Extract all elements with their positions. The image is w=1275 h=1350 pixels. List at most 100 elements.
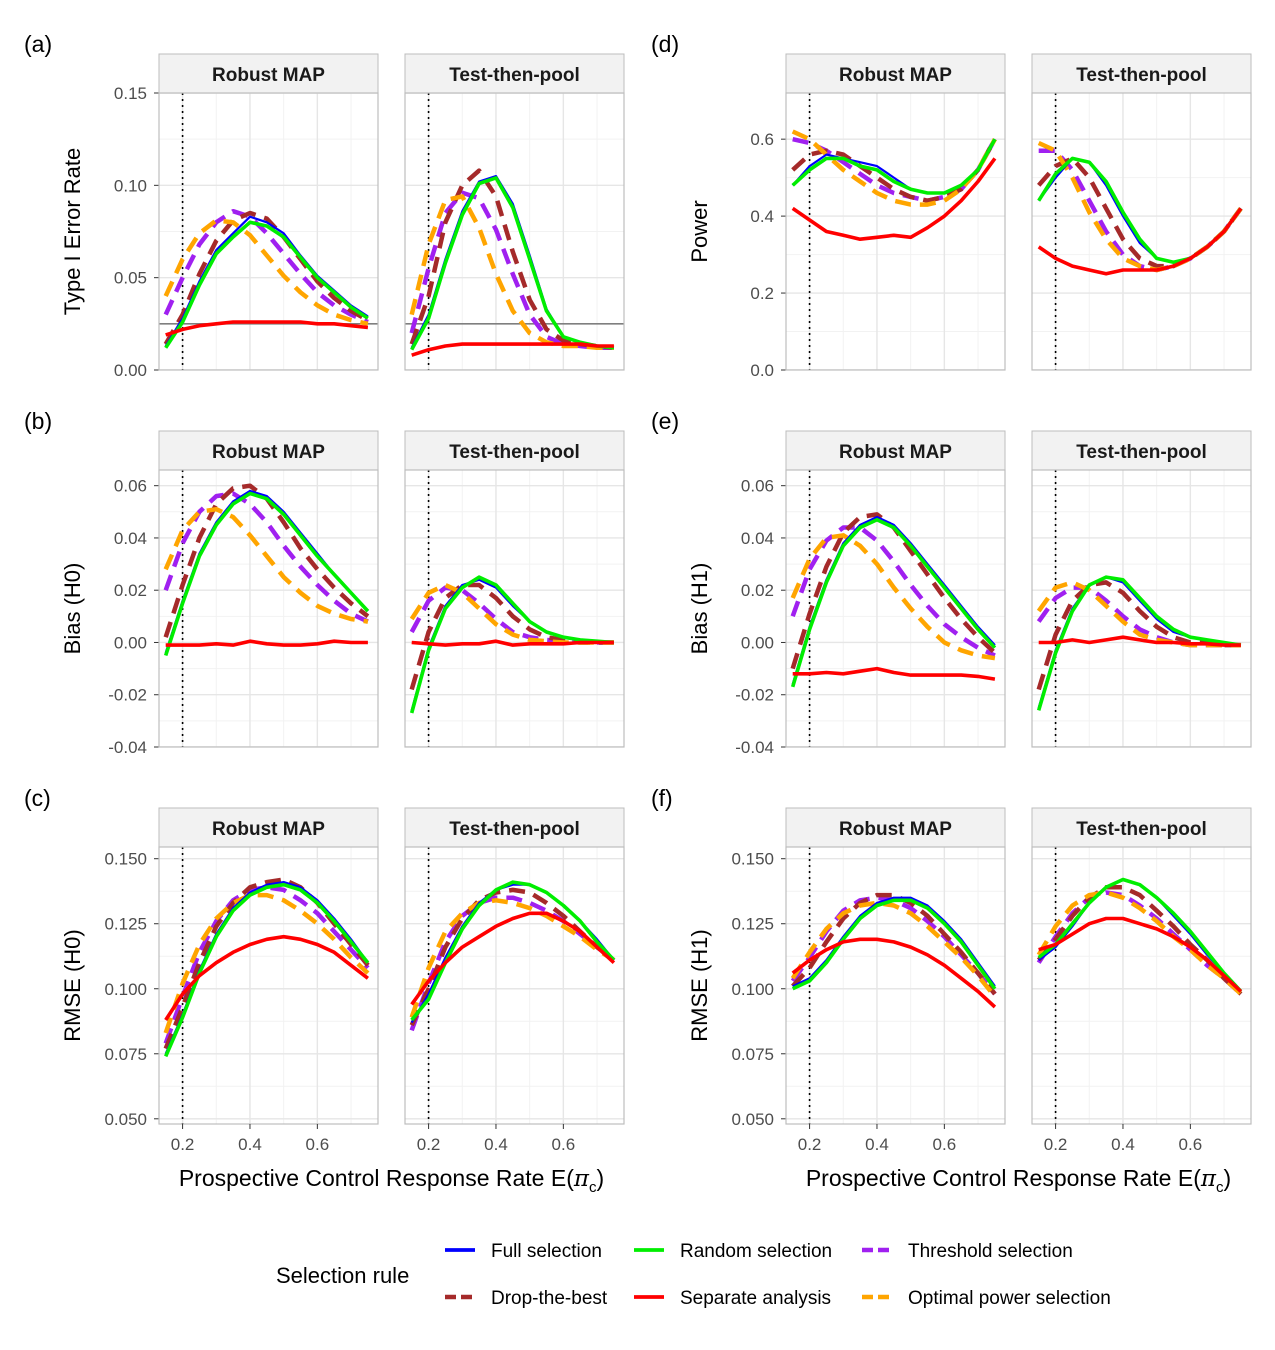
y-tick-label: 0.075: [731, 1045, 774, 1064]
y-axis-label: RMSE (H1): [687, 929, 712, 1041]
panel-border: [785, 846, 1006, 1125]
y-tick-label: 0.06: [741, 477, 774, 496]
facet-strip: [404, 53, 625, 94]
series-line-optimal-power-selection: [409, 194, 614, 351]
legend-item-optimal-power-selection: Optimal power selection: [862, 1288, 1111, 1309]
y-axis-label: Type I Error Rate: [60, 148, 85, 316]
gridlines: [1032, 93, 1251, 370]
series-line-separate-analysis: [164, 934, 369, 1021]
y-tick-label: 0.125: [104, 915, 147, 934]
facet-strip: [785, 430, 1006, 471]
y-tick-label: 0.050: [104, 1110, 147, 1129]
series-line-random-selection: [1037, 877, 1243, 993]
x-tick-label: 0.6: [552, 1135, 576, 1154]
plot-area: [786, 470, 1005, 747]
facet-strip-label: Test-then-pool: [449, 819, 580, 840]
series-line-threshold-selection: [163, 491, 369, 624]
panel-label: (e): [651, 408, 679, 434]
y-tick-label: 0.125: [731, 915, 774, 934]
x-tick-label: 0.2: [171, 1135, 195, 1154]
facet-strip-label: Robust MAP: [212, 819, 325, 840]
plot-area: [405, 847, 624, 1124]
facet-strip-label: Robust MAP: [839, 65, 952, 86]
y-tick-label: 0.10: [114, 176, 147, 195]
legend-label: Full selection: [491, 1241, 602, 1262]
panel-border: [404, 846, 625, 1125]
gridlines: [1032, 847, 1251, 1124]
facet-robust-map: Robust MAP: [785, 430, 1006, 748]
series-line-random-selection: [790, 517, 997, 688]
y-tick-label: 0.075: [104, 1045, 147, 1064]
series-line-separate-analysis: [165, 320, 369, 337]
panel-f: (f) RMSE (H1) 0.050 0.075 0.100 0.125 0.150 Rob…: [651, 785, 1252, 1154]
facet-robust-map: Robust MAP: [158, 430, 379, 748]
y-tick-label: 0.02: [114, 581, 147, 600]
facet-strip: [158, 53, 379, 94]
y-tick-label: 0.00: [741, 633, 774, 652]
facet-strip: [404, 807, 625, 848]
x-tick-label: 0.2: [417, 1135, 441, 1154]
series-line-random-selection: [410, 176, 615, 351]
series-line-separate-analysis: [411, 639, 614, 647]
y-axis-label: RMSE (H0): [60, 929, 85, 1041]
series-line-separate-analysis: [1037, 207, 1243, 276]
series-line-optimal-power-selection: [163, 218, 369, 326]
plot-area: [1032, 93, 1251, 370]
series-lines: [409, 575, 615, 714]
panel-c: (c) RMSE (H0) 0.050 0.075 0.100 0.125 0.150 Rob…: [24, 785, 625, 1154]
series-line-separate-analysis: [165, 639, 368, 647]
x-tick-label: 0.4: [1111, 1135, 1135, 1154]
panel-label: (c): [24, 785, 51, 811]
series-lines: [790, 892, 997, 1009]
facet-robust-map: Robust MAP: [785, 53, 1006, 371]
panel-border: [1031, 469, 1252, 748]
series-line-drop-the-best: [791, 892, 997, 996]
facet-strip: [1031, 53, 1252, 94]
series-line-threshold-selection: [163, 885, 370, 1045]
panel-border: [158, 92, 379, 371]
panel-border: [158, 846, 379, 1125]
series-line-drop-the-best: [163, 210, 369, 346]
facet-strip-label: Test-then-pool: [1076, 442, 1207, 463]
series-line-optimal-power-selection: [790, 900, 997, 999]
series-line-optimal-power-selection: [790, 533, 996, 661]
series-lines: [163, 208, 369, 349]
panel-border: [404, 92, 625, 371]
series-line-threshold-selection: [790, 525, 996, 658]
y-tick-label: 0.050: [731, 1110, 774, 1129]
facet-strip-label: Test-then-pool: [1076, 65, 1207, 86]
facet-test-then-pool: Test-then-pool 0.2 0.4 0.6: [404, 807, 625, 1154]
facet-test-then-pool: Test-then-pool 0.2 0.4 0.6: [1031, 807, 1252, 1154]
facet-strip-label: Test-then-pool: [449, 65, 580, 86]
y-tick-label: 0.00: [114, 361, 147, 380]
x-tick-label: 0.6: [933, 1135, 957, 1154]
legend-item-drop-the-best: Drop-the-best: [445, 1288, 608, 1309]
y-axis-label: Bias (H0): [60, 563, 85, 655]
x-tick-label: 0.4: [484, 1135, 508, 1154]
y-axis-label: Power: [687, 200, 712, 262]
x-tick-label: 0.2: [798, 1135, 822, 1154]
series-line-separate-analysis: [1038, 916, 1243, 993]
facet-strip: [785, 807, 1006, 848]
y-tick-label: 0.4: [750, 207, 774, 226]
facet-strip-label: Test-then-pool: [1076, 819, 1207, 840]
panel-border: [785, 469, 1006, 748]
x-tick-label: 0.6: [306, 1135, 330, 1154]
legend-label: Optimal power selection: [908, 1288, 1111, 1309]
legend-item-full-selection: Full selection: [445, 1241, 602, 1262]
plot-area: [1032, 847, 1251, 1124]
facet-test-then-pool: Test-then-pool: [1031, 53, 1252, 371]
legend: Selection rule Full selection Random selec…: [276, 1241, 1111, 1309]
legend-label: Drop-the-best: [491, 1288, 608, 1309]
y-tick-label: 0.2: [750, 284, 774, 303]
series-line-random-selection: [791, 138, 997, 195]
series-lines: [1036, 575, 1242, 711]
series-lines: [790, 512, 997, 688]
facet-robust-map: Robust MAP 0.2 0.4 0.6: [158, 807, 379, 1154]
y-tick-label: 0.04: [114, 529, 147, 548]
facet-strip-label: Test-then-pool: [449, 442, 580, 463]
series-lines: [791, 129, 997, 241]
panel-d: (d) Power 0.0 0.2 0.4 0.6 Robust MAP Test-then-…: [651, 31, 1252, 380]
series-line-random-selection: [164, 220, 369, 349]
facet-robust-map: Robust MAP: [158, 53, 379, 371]
